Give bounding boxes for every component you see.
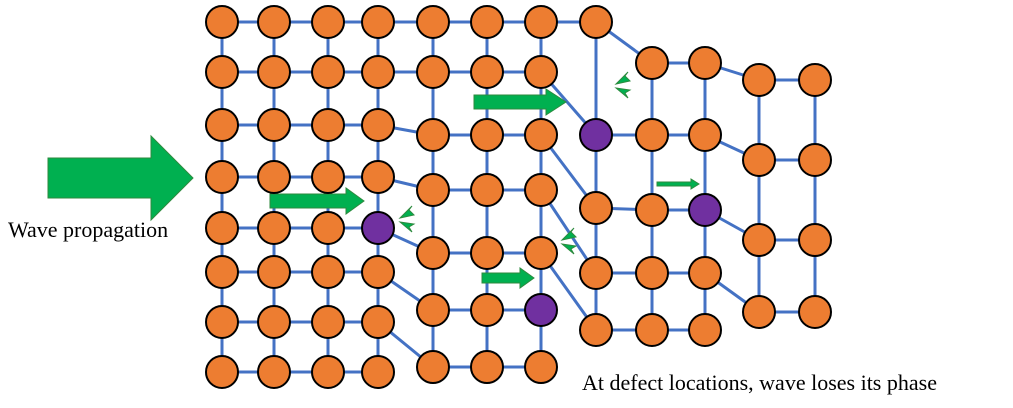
atom (688, 256, 722, 290)
atom (257, 55, 291, 89)
atom (742, 223, 776, 257)
atom (361, 55, 395, 89)
atom (798, 295, 832, 329)
atom (257, 211, 291, 245)
atom (524, 173, 558, 207)
scatter-arrow (614, 87, 632, 99)
atom (311, 160, 345, 194)
atom (416, 5, 450, 39)
defect-atom (688, 193, 722, 227)
wave-arrow (473, 88, 567, 116)
atom (257, 160, 291, 194)
atom (361, 108, 395, 142)
atom (742, 295, 776, 329)
atom (742, 63, 776, 97)
atom (311, 108, 345, 142)
atom (416, 118, 450, 152)
atom (470, 55, 504, 89)
atom (361, 160, 395, 194)
defect-atom (524, 293, 558, 327)
atom (205, 55, 239, 89)
atom (688, 46, 722, 80)
atom (205, 355, 239, 389)
big-wave-arrow (47, 134, 194, 222)
atom (688, 313, 722, 347)
atom (257, 255, 291, 289)
atom (416, 55, 450, 89)
atom (470, 350, 504, 384)
atom (257, 355, 291, 389)
atom (311, 55, 345, 89)
atom (470, 118, 504, 152)
atom (579, 5, 613, 39)
atom (524, 350, 558, 384)
atom (205, 255, 239, 289)
atom (311, 5, 345, 39)
atom (257, 5, 291, 39)
scatter-arrow (614, 71, 632, 85)
atom (635, 193, 669, 227)
atom (579, 256, 613, 290)
atom (257, 305, 291, 339)
atom (205, 5, 239, 39)
atom (579, 313, 613, 347)
atom (470, 173, 504, 207)
atom (361, 255, 395, 289)
atom (205, 160, 239, 194)
scatter-arrow (560, 243, 578, 255)
atom (205, 305, 239, 339)
atom (311, 211, 345, 245)
arrow-layer (47, 71, 700, 289)
defect-atom (361, 211, 395, 245)
atom (635, 46, 669, 80)
defect-note-label: At defect locations, wave loses its phas… (582, 370, 937, 395)
atom (311, 255, 345, 289)
atom (470, 293, 504, 327)
atom (205, 211, 239, 245)
atom (635, 118, 669, 152)
wave-propagation-label: Wave propagation (8, 217, 169, 242)
atom (742, 143, 776, 177)
atom (361, 355, 395, 389)
scatter-arrow (398, 221, 416, 233)
atom (524, 5, 558, 39)
scatter-arrow (560, 227, 578, 241)
atom (416, 293, 450, 327)
atom (688, 118, 722, 152)
atom (798, 143, 832, 177)
atom (311, 305, 345, 339)
wave-arrow (656, 178, 700, 190)
atom (470, 5, 504, 39)
atom-layer (205, 5, 832, 389)
atom (416, 236, 450, 270)
atom (798, 223, 832, 257)
atom (798, 63, 832, 97)
atom (416, 173, 450, 207)
defect-atom (579, 118, 613, 152)
atom (416, 350, 450, 384)
atom (257, 108, 291, 142)
atom (635, 256, 669, 290)
atom (635, 313, 669, 347)
atom (524, 118, 558, 152)
scatter-arrow (398, 205, 416, 219)
atom (524, 236, 558, 270)
wave-arrow (269, 187, 365, 215)
atom (311, 355, 345, 389)
atom (205, 108, 239, 142)
atom (361, 305, 395, 339)
atom (524, 55, 558, 89)
wave-arrow (481, 267, 535, 289)
atom (579, 191, 613, 225)
atom (470, 236, 504, 270)
atom (361, 5, 395, 39)
